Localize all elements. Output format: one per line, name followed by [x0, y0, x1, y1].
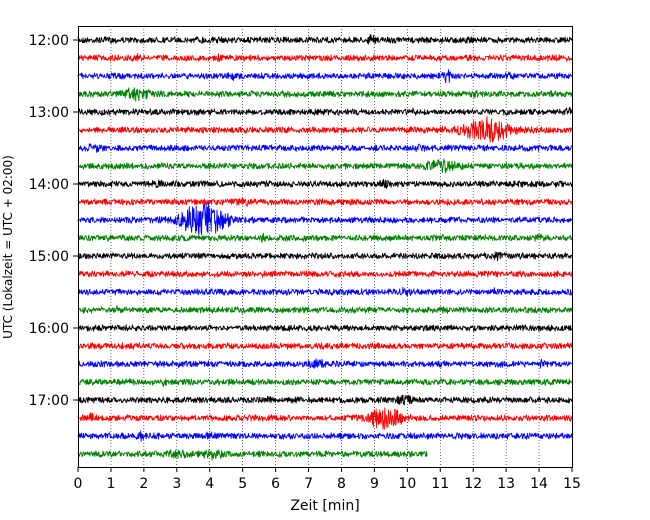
- trace-1200: [77, 33, 573, 45]
- trace-1715: [77, 407, 573, 430]
- trace-1530: [77, 286, 573, 297]
- trace-1615: [77, 342, 573, 350]
- trace-1300: [77, 107, 573, 116]
- trace-1330: [77, 143, 573, 153]
- y-tick-label-2: 14:00: [29, 177, 69, 193]
- x-tick-label-11: 11: [431, 476, 449, 492]
- x-axis-label: Zeit [min]: [290, 498, 359, 514]
- x-tick-label-7: 7: [304, 476, 313, 492]
- x-tick-label-4: 4: [205, 476, 214, 492]
- y-tick-label-5: 17:00: [29, 393, 69, 409]
- x-tick-label-13: 13: [497, 476, 515, 492]
- trace-1730: [77, 430, 573, 442]
- traces: [77, 33, 573, 461]
- trace-1345: [77, 158, 573, 174]
- trace-1500: [77, 251, 573, 262]
- x-tick-label-15: 15: [563, 476, 581, 492]
- y-tick-label-4: 16:00: [29, 321, 69, 337]
- plot-frame: [78, 26, 573, 468]
- x-tick-label-8: 8: [337, 476, 346, 492]
- x-tick-label-10: 10: [398, 476, 416, 492]
- trace-1400: [77, 178, 573, 189]
- x-tick-label-9: 9: [370, 476, 379, 492]
- trace-1745: [77, 449, 428, 461]
- trace-1515: [77, 270, 573, 278]
- trace-1430: [77, 202, 573, 236]
- x-tick-label-14: 14: [530, 476, 548, 492]
- x-axis-ticks: 0 1 2 3 4 5 6 7 8 9 10 11 12 13 14 15: [74, 467, 581, 492]
- x-tick-label-1: 1: [106, 476, 115, 492]
- x-tick-label-6: 6: [271, 476, 280, 492]
- x-tick-label-0: 0: [74, 476, 83, 492]
- trace-1545: [77, 305, 573, 314]
- y-tick-label-1: 13:00: [29, 105, 69, 121]
- y-tick-label-0: 12:00: [29, 33, 69, 49]
- x-tick-label-12: 12: [464, 476, 482, 492]
- x-tick-label-2: 2: [139, 476, 148, 492]
- y-axis-ticks: 12:00 13:00 14:00 15:00 16:00 17:00: [29, 33, 78, 409]
- trace-1700: [77, 394, 573, 406]
- trace-1245: [77, 87, 573, 102]
- trace-1215: [77, 52, 573, 63]
- trace-1230: [77, 69, 573, 84]
- trace-1600: [77, 324, 573, 332]
- y-tick-label-3: 15:00: [29, 249, 69, 265]
- x-tick-label-5: 5: [238, 476, 247, 492]
- y-axis-label: UTC (Lokalzeit = UTC + 02:00): [1, 155, 15, 339]
- x-tick-label-3: 3: [172, 476, 181, 492]
- trace-1630: [77, 358, 573, 369]
- trace-1415: [77, 197, 573, 207]
- trace-1445: [77, 232, 573, 243]
- trace-1645: [77, 378, 573, 387]
- trace-1315: [77, 115, 573, 143]
